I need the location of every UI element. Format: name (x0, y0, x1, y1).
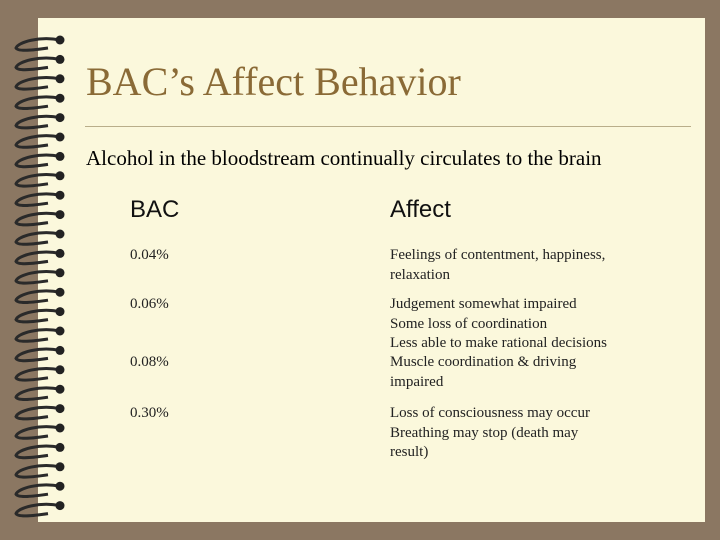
spiral-ring (14, 74, 65, 91)
spiral-ring (14, 35, 65, 52)
bac-value: 0.06% (130, 296, 169, 312)
spiral-ring (14, 287, 65, 304)
spiral-ring (14, 132, 65, 149)
spiral-ring (14, 307, 65, 324)
spiral-ring (14, 190, 65, 207)
affect-line: Loss of consciousness may occur (390, 405, 590, 421)
spiral-ring (14, 423, 65, 440)
spiral-ring (14, 113, 65, 130)
affect-line: Judgement somewhat impaired (390, 296, 577, 312)
column-header: Affect (390, 196, 451, 223)
bac-value: 0.30% (130, 405, 169, 421)
spiral-ring (14, 54, 65, 72)
spiral-ring (14, 481, 65, 498)
affect-line: Breathing may stop (death may (390, 424, 579, 441)
affect-line: impaired (390, 373, 444, 390)
title: BAC’s Affect Behavior (86, 59, 461, 104)
spiral-ring (14, 404, 65, 421)
spiral-ring (14, 171, 65, 188)
subtitle: Alcohol in the bloodstream continually c… (86, 146, 602, 170)
title-rule (85, 126, 691, 127)
spiral-ring (14, 326, 65, 343)
spiral-ring (14, 345, 65, 363)
spiral-ring (14, 501, 65, 518)
affect-line: relaxation (390, 266, 450, 283)
spiral-ring (14, 268, 65, 285)
affect-line: Muscle coordination & driving (390, 354, 577, 370)
affect-line: Less able to make rational decisions (390, 335, 608, 351)
bac-value: 0.04% (130, 247, 169, 263)
affect-line: result) (390, 444, 429, 460)
spiral-binding (14, 35, 65, 518)
affect-line: Some loss of coordination (390, 315, 548, 332)
spiral-ring (14, 93, 65, 110)
column-header: BAC (130, 196, 180, 223)
spiral-ring (14, 248, 65, 266)
spiral-ring (14, 384, 65, 401)
notepad-page (38, 18, 705, 522)
spiral-ring (14, 462, 65, 479)
spiral-ring (14, 365, 65, 382)
affect-line: Feelings of contentment, happiness, (390, 247, 606, 263)
bac-value: 0.08% (130, 354, 169, 370)
spiral-ring (14, 442, 65, 460)
spiral-ring (14, 229, 65, 246)
spiral-ring (14, 210, 65, 227)
spiral-ring (14, 151, 65, 169)
